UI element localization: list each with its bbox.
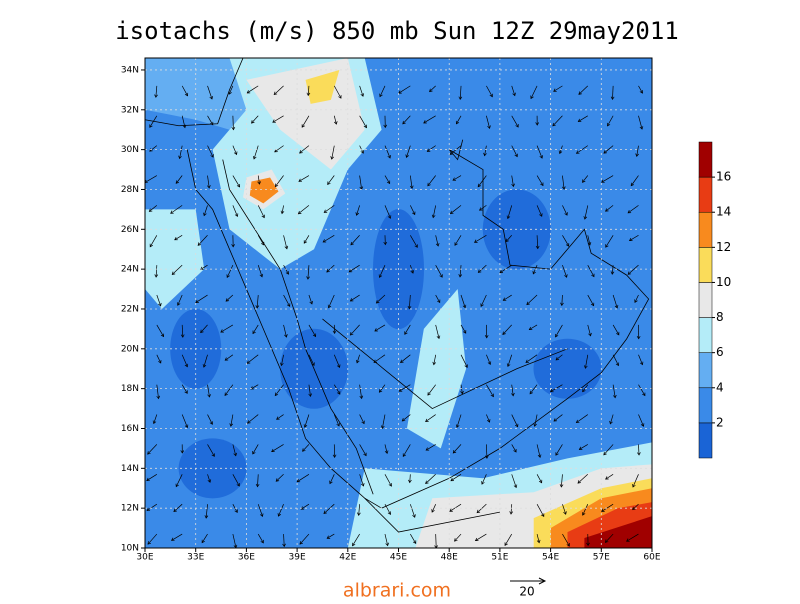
y-tick-label: 28N	[121, 185, 139, 195]
y-tick-label: 10N	[121, 544, 139, 554]
colorbar-label: 10	[716, 275, 731, 289]
y-tick-label: 32N	[121, 105, 139, 115]
wind-region	[534, 339, 602, 399]
colorbar-segment	[699, 142, 712, 177]
colorbar-label: 8	[716, 310, 724, 324]
y-tick-label: 16N	[121, 424, 139, 434]
colorbar-segment	[699, 353, 712, 388]
colorbar-label: 2	[716, 415, 724, 429]
x-tick-label: 51E	[491, 553, 508, 563]
x-tick-label: 42E	[339, 553, 356, 563]
x-tick-label: 36E	[238, 553, 255, 563]
y-tick-label: 20N	[121, 344, 139, 354]
colorbar-segment	[699, 318, 712, 353]
y-tick-label: 30N	[121, 145, 139, 155]
y-tick-label: 22N	[121, 304, 139, 314]
colorbar-segment	[699, 212, 712, 247]
x-tick-label: 33E	[187, 553, 204, 563]
colorbar-segment	[699, 388, 712, 423]
y-tick-label: 24N	[121, 265, 139, 275]
x-tick-label: 39E	[289, 553, 306, 563]
x-tick-label: 48E	[441, 553, 458, 563]
reference-label: 20	[519, 585, 534, 599]
y-tick-label: 18N	[121, 384, 139, 394]
y-tick-label: 26N	[121, 225, 139, 235]
y-tick-label: 12N	[121, 504, 139, 514]
colorbar-segment	[699, 177, 712, 212]
colorbar-segment	[699, 423, 712, 458]
y-tick-label: 14N	[121, 464, 139, 474]
colorbar-label: 4	[716, 380, 724, 394]
x-tick-label: 57E	[593, 553, 610, 563]
wind-field	[145, 58, 652, 548]
x-tick-label: 30E	[136, 553, 153, 563]
colorbar-segment	[699, 282, 712, 317]
title: isotachs (m/s) 850 mb Sun 12Z 29may2011	[115, 17, 679, 45]
watermark: albrari.com	[343, 580, 451, 601]
colorbar-label: 12	[716, 240, 731, 254]
colorbar-segment	[699, 247, 712, 282]
colorbar-label: 6	[716, 345, 724, 359]
colorbar-label: 14	[716, 205, 731, 219]
x-tick-label: 45E	[390, 553, 407, 563]
y-tick-label: 34N	[121, 65, 139, 75]
x-tick-label: 60E	[643, 553, 660, 563]
x-tick-label: 54E	[542, 553, 559, 563]
colorbar-label: 16	[716, 170, 731, 184]
